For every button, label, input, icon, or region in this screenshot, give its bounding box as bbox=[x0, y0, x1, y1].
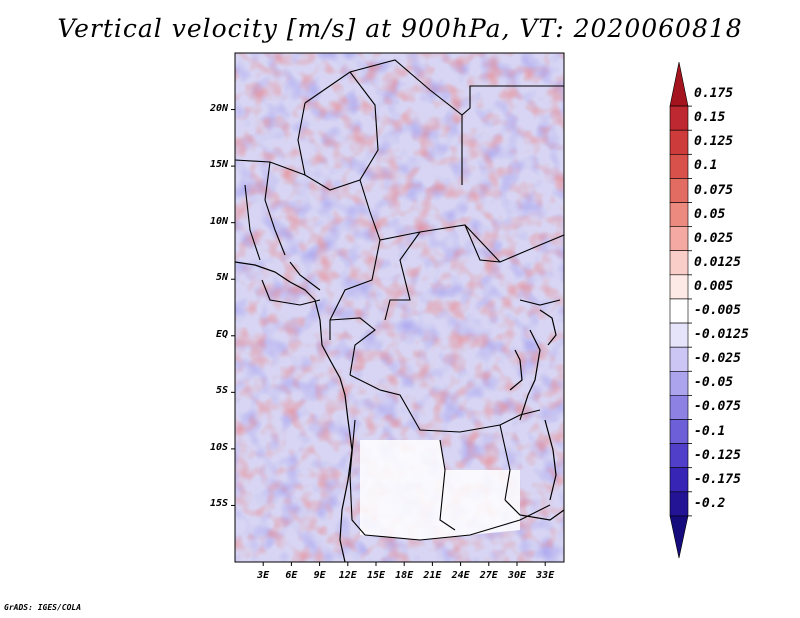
colorbar-label: -0.175 bbox=[694, 471, 741, 487]
lon-label: 15E bbox=[366, 570, 386, 581]
colorbar-swatch bbox=[669, 467, 689, 493]
lat-label: 15S bbox=[209, 498, 228, 510]
colorbar-label: 0.1 bbox=[694, 158, 718, 174]
colorbar-label: 0.0125 bbox=[694, 254, 741, 270]
lon-label: 24E bbox=[451, 570, 470, 581]
map-title: Vertical velocity [m/s] at 900hPa, VT: 2… bbox=[57, 14, 743, 43]
colorbar bbox=[669, 61, 692, 559]
colorbar-label: 0.005 bbox=[694, 278, 734, 294]
lon-label: 30E bbox=[507, 570, 527, 581]
colorbar-label: 0.075 bbox=[694, 182, 734, 198]
map-frame bbox=[234, 52, 565, 563]
lat-label: 10S bbox=[209, 441, 228, 453]
lat-label: 15N bbox=[209, 159, 228, 171]
lon-label: 6E bbox=[285, 570, 298, 581]
lat-label: 10N bbox=[209, 215, 228, 227]
colorbar-swatch bbox=[669, 491, 689, 517]
colorbar-swatch bbox=[669, 250, 689, 276]
colorbar-label: -0.2 bbox=[694, 495, 726, 511]
colorbar-label: -0.0125 bbox=[694, 327, 749, 343]
colorbar-swatch bbox=[669, 226, 689, 252]
colorbar-label: -0.05 bbox=[694, 375, 734, 391]
colorbar-swatch bbox=[669, 395, 689, 420]
colorbar-label: -0.005 bbox=[694, 303, 741, 319]
lat-label: EQ bbox=[215, 328, 228, 340]
lon-label: 33E bbox=[536, 570, 555, 581]
grads-credit: GrADS: IGES/COLA bbox=[4, 603, 82, 612]
lat-label: 20N bbox=[209, 102, 228, 114]
lon-label: 12E bbox=[338, 570, 357, 581]
axis-ticks bbox=[231, 109, 546, 566]
lon-label: 9E bbox=[313, 570, 326, 581]
coastline bbox=[235, 261, 564, 562]
colorbar-label: -0.075 bbox=[694, 399, 741, 415]
colorbar-swatch bbox=[669, 178, 689, 203]
colorbar-swatch bbox=[669, 202, 689, 227]
lon-label: 27E bbox=[479, 570, 498, 581]
lat-label: 5N bbox=[215, 272, 228, 284]
colorbar-swatch bbox=[669, 370, 689, 396]
colorbar-swatch bbox=[669, 515, 689, 559]
colorbar-swatch bbox=[669, 298, 689, 324]
lat-label: 5S bbox=[215, 385, 228, 397]
colorbar-label: 0.125 bbox=[694, 134, 734, 150]
colorbar-swatch bbox=[669, 443, 689, 468]
colorbar-swatch bbox=[669, 105, 689, 131]
colorbar-swatch bbox=[669, 61, 689, 107]
colorbar-swatch bbox=[669, 346, 689, 372]
velocity-field bbox=[235, 53, 564, 562]
colorbar-label: 0.05 bbox=[694, 206, 726, 222]
colorbar-label: -0.025 bbox=[694, 351, 741, 367]
colorbar-swatch bbox=[669, 274, 689, 300]
colorbar-label: -0.1 bbox=[694, 423, 726, 439]
country-borders bbox=[235, 59, 564, 541]
colorbar-swatch bbox=[669, 322, 689, 348]
lon-label: 21E bbox=[423, 570, 442, 581]
lon-label: 18E bbox=[395, 570, 414, 581]
colorbar-swatch bbox=[669, 154, 689, 179]
colorbar-label: -0.125 bbox=[694, 447, 741, 463]
colorbar-swatch bbox=[669, 419, 689, 444]
colorbar-swatch bbox=[669, 129, 689, 155]
colorbar-label: 0.15 bbox=[694, 110, 726, 126]
colorbar-label: 0.025 bbox=[694, 230, 734, 246]
lon-label: 3E bbox=[257, 570, 270, 581]
colorbar-label: 0.175 bbox=[694, 86, 734, 102]
